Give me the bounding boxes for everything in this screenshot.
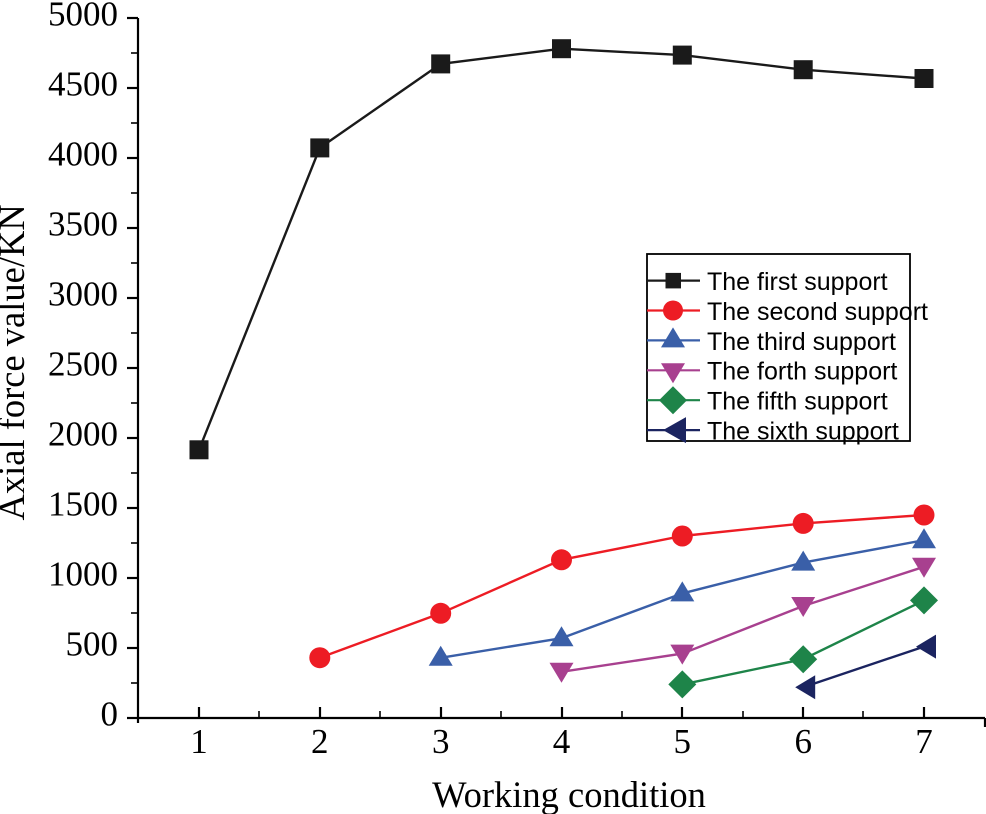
svg-text:2500: 2500 bbox=[48, 345, 118, 384]
svg-text:The first support: The first support bbox=[707, 268, 888, 296]
svg-text:The forth support: The forth support bbox=[707, 358, 897, 386]
svg-text:6: 6 bbox=[794, 722, 812, 761]
svg-text:3500: 3500 bbox=[48, 205, 118, 244]
svg-text:5: 5 bbox=[674, 722, 692, 761]
svg-text:7: 7 bbox=[915, 722, 933, 761]
svg-text:1500: 1500 bbox=[48, 485, 118, 524]
svg-text:The third support: The third support bbox=[707, 328, 896, 356]
svg-text:2000: 2000 bbox=[48, 415, 118, 454]
svg-text:4500: 4500 bbox=[48, 65, 118, 104]
svg-text:1: 1 bbox=[190, 722, 208, 761]
svg-text:The fifth support: The fifth support bbox=[707, 388, 888, 416]
svg-text:1000: 1000 bbox=[48, 555, 118, 594]
svg-text:0: 0 bbox=[101, 695, 119, 734]
svg-text:3: 3 bbox=[432, 722, 450, 761]
svg-text:The sixth support: The sixth support bbox=[707, 418, 899, 446]
svg-text:500: 500 bbox=[66, 625, 119, 664]
svg-text:2: 2 bbox=[311, 722, 329, 761]
svg-text:Axial force value/KN: Axial force value/KN bbox=[0, 204, 32, 520]
svg-text:4: 4 bbox=[553, 722, 571, 761]
svg-text:5000: 5000 bbox=[48, 0, 118, 34]
svg-text:Working condition: Working condition bbox=[432, 774, 706, 814]
svg-text:The second support: The second support bbox=[707, 298, 928, 326]
svg-text:4000: 4000 bbox=[48, 135, 118, 174]
svg-text:3000: 3000 bbox=[48, 275, 118, 314]
